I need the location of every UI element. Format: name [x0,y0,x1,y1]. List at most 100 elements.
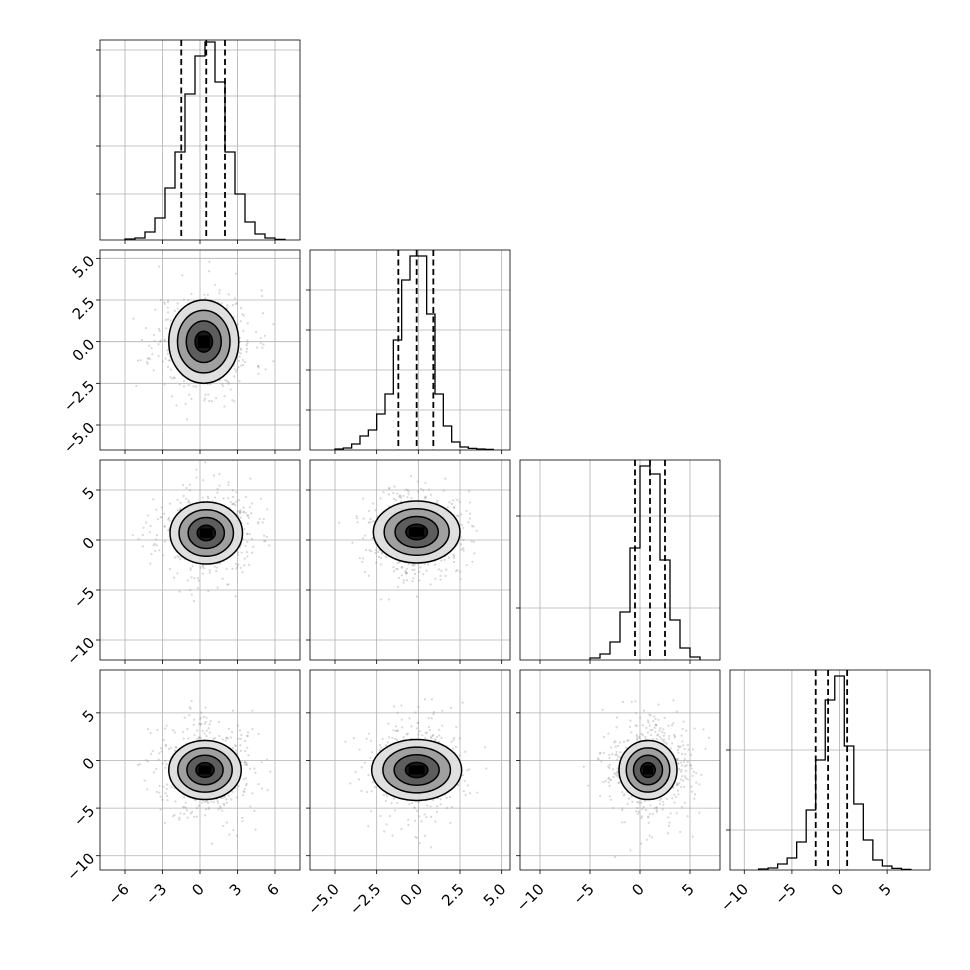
scatter-point [582,765,585,768]
scatter-point [231,303,234,307]
scatter-point [227,583,230,586]
scatter-point [436,500,439,503]
scatter-point [236,509,239,513]
scatter-point [374,551,377,555]
scatter-point [416,480,419,483]
scatter-point [657,718,660,721]
scatter-point [246,555,249,558]
scatter-point [460,543,463,546]
scatter-point [400,574,403,577]
scatter-point [189,568,192,572]
scatter-point [402,581,405,584]
scatter-point [689,764,692,767]
scatter-point [684,769,687,773]
scatter-point [185,418,189,421]
scatter-point [436,805,439,808]
scatter-point [224,739,227,742]
scatter-point [460,548,463,551]
xtick-label-0-3: 3 [226,880,245,899]
scatter-panel-2-0 [96,459,301,664]
scatter-point [344,740,347,743]
scatter-point [722,824,724,826]
scatter-point [640,815,644,818]
scatter-point [199,718,202,721]
scatter-point [463,779,466,783]
scatter-point [685,764,688,767]
xtick-label-1-2: 0.0 [397,880,427,910]
contour-2-1-3 [372,500,461,564]
scatter-point [199,723,202,726]
contour-3-2-0 [640,761,656,779]
scatter-point [483,746,487,749]
scatter-point [160,516,163,519]
scatter-point [600,760,603,763]
scatter-point [621,809,624,812]
scatter-point [205,716,208,719]
scatter-point [675,811,678,815]
scatter-point [364,549,368,552]
xtick-label-1-3: 2.5 [438,880,468,910]
scatter-point [207,727,210,730]
scatter-point [165,763,168,766]
scatter-point [213,736,216,740]
scatter-point [157,758,160,761]
scatter-point [602,735,606,739]
scatter-point [218,734,221,738]
scatter-point [167,516,171,519]
scatter-point [438,728,441,732]
scatter-point [419,566,422,569]
scatter-point [396,561,399,565]
scatter-point [371,781,375,784]
scatter-point [178,818,181,821]
scatter-point [448,501,451,504]
scatter-point [195,815,198,818]
scatter-point [440,559,443,562]
scatter-point [231,495,234,498]
scatter-point [394,729,397,733]
scatter-point [243,360,246,364]
scatter-point [368,549,371,552]
scatter-point [163,821,167,825]
scatter-point [261,295,264,298]
scatter-point [371,537,374,540]
scatter-point [449,821,452,824]
scatter-point [440,736,443,739]
scatter-point [452,554,456,558]
scatter-point [263,334,266,337]
scatter-panel-3-2 [516,669,724,874]
scatter-point [167,529,170,532]
scatter-point [673,736,676,739]
scatter-point [152,369,155,372]
scatter-point [413,572,417,576]
scatter-point [183,805,186,809]
scatter-point [208,569,212,572]
scatter-point [245,550,249,554]
scatter-point [266,788,269,792]
scatter-point [634,700,637,703]
scatter-point [411,579,414,583]
scatter-point [360,789,363,793]
scatter-point [131,534,134,537]
scatter-point [195,807,198,810]
scatter-point [430,737,433,740]
scatter-point [230,730,234,734]
scatter-point [392,497,396,500]
scatter-point [367,825,370,828]
scatter-point [178,590,181,593]
scatter-point [255,346,258,349]
scatter-point [640,842,643,845]
scatter-point [609,778,612,781]
scatter-point [155,508,158,511]
scatter-point [457,515,460,518]
scatter-point [408,803,411,806]
scatter-point [390,801,393,805]
scatter-point [138,763,142,766]
scatter-point [202,479,205,482]
scatter-point [672,699,675,702]
scatter-point [206,293,209,297]
scatter-point [257,364,260,367]
scatter-point [222,497,225,500]
scatter-point [430,717,433,720]
scatter-point [257,372,260,375]
scatter-point [369,520,372,524]
